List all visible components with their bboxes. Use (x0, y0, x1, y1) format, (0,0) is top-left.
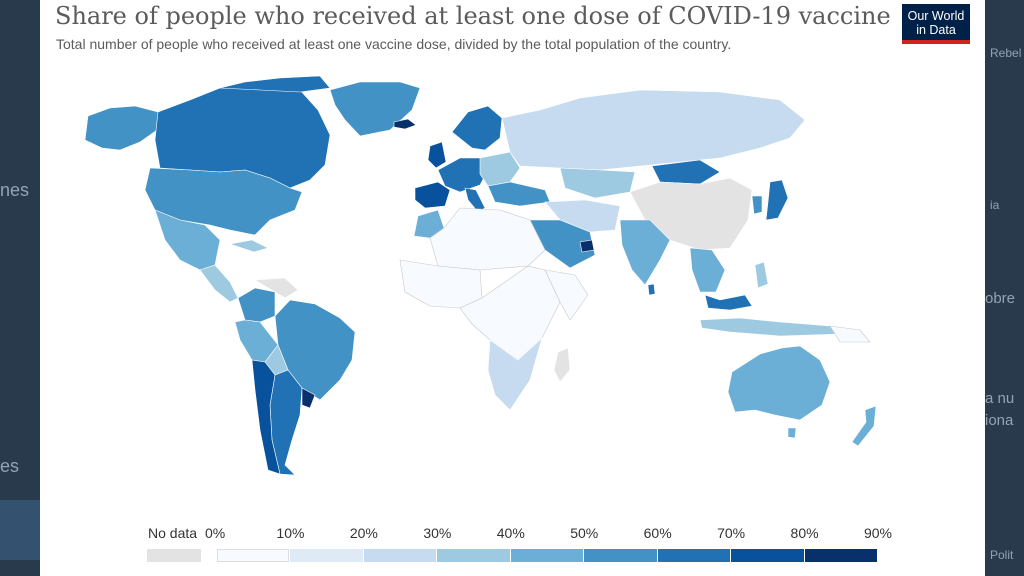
legend-threshold-label: 10% (276, 525, 305, 541)
region-papua-new-guinea[interactable] (829, 325, 871, 343)
region-australia[interactable] (727, 345, 831, 421)
region-uk-ireland[interactable] (427, 141, 447, 169)
region-north-africa[interactable] (429, 207, 546, 271)
background-text: ia (990, 198, 1000, 212)
region-uae[interactable] (579, 239, 595, 253)
background-panel (0, 500, 40, 560)
legend-threshold-label: 40% (496, 525, 525, 541)
region-japan[interactable] (765, 179, 789, 221)
legend-swatch[interactable] (217, 549, 290, 562)
region-venezuela[interactable] (254, 277, 299, 299)
logo-text-line2: in Data (916, 23, 956, 37)
region-alaska[interactable] (84, 105, 161, 151)
background-page-left: nes es (0, 0, 40, 576)
region-iceland[interactable] (393, 118, 417, 130)
legend-swatch[interactable] (437, 549, 510, 562)
region-korea[interactable] (751, 195, 763, 215)
region-central-africa[interactable] (459, 265, 561, 361)
region-russia[interactable] (501, 89, 806, 171)
background-text: a nu (985, 390, 1015, 407)
legend-threshold-label: 0% (205, 525, 226, 541)
legend-swatch[interactable] (510, 549, 584, 562)
region-indonesia[interactable] (699, 317, 841, 337)
region-new-zealand[interactable] (851, 405, 877, 447)
legend-no-data-label: No data (148, 525, 198, 541)
owid-logo[interactable]: Our World in Data (902, 4, 970, 44)
background-text: iona (985, 412, 1014, 429)
logo-text-line1: Our World (907, 9, 965, 23)
background-text: nes (0, 180, 30, 200)
chart-subtitle: Total number of people who received at l… (56, 36, 732, 52)
map-card: Share of people who received at least on… (40, 0, 985, 576)
map-legend: No data 0% 10% 20% 30% 40% 50% 60% 70% 80% 90% (40, 525, 985, 565)
region-canada-arctic[interactable] (219, 75, 331, 93)
region-malaysia[interactable] (704, 294, 753, 311)
legend-threshold-label: 20% (349, 525, 378, 541)
legend-swatch[interactable] (804, 549, 877, 562)
legend-threshold-label: 90% (863, 525, 893, 541)
legend-swatch[interactable] (363, 549, 437, 562)
legend-threshold-label: 30% (423, 525, 452, 541)
legend-threshold-label: 80% (790, 525, 819, 541)
logo-accent-bar (902, 40, 970, 44)
region-central-america[interactable] (199, 264, 239, 303)
legend-swatch[interactable] (657, 549, 731, 562)
background-text: obre (985, 290, 1016, 307)
region-caribbean[interactable] (229, 239, 269, 253)
region-southeast-asia[interactable] (689, 247, 726, 293)
region-east-africa[interactable] (544, 269, 589, 321)
region-madagascar[interactable] (553, 347, 571, 383)
region-philippines[interactable] (754, 261, 769, 289)
region-tasmania[interactable] (787, 427, 797, 439)
background-page-right: Rebel ia obre a nu iona Polit (985, 0, 1024, 576)
world-map (84, 75, 877, 476)
region-chile[interactable] (251, 359, 281, 475)
background-text: Rebel (990, 46, 1022, 60)
region-balkans-turkey[interactable] (487, 181, 551, 207)
region-iberia[interactable] (414, 181, 451, 209)
region-sri-lanka[interactable] (647, 283, 656, 296)
legend-no-data-swatch (147, 549, 201, 562)
region-uruguay[interactable] (301, 387, 316, 409)
legend-swatch[interactable] (290, 549, 363, 562)
region-colombia[interactable] (237, 287, 276, 323)
region-southern-africa[interactable] (487, 337, 543, 411)
legend-threshold-label: 60% (643, 525, 672, 541)
background-text: es (0, 456, 20, 476)
region-mongolia[interactable] (651, 159, 721, 185)
legend-threshold-label: 50% (570, 525, 599, 541)
legend-swatch[interactable] (584, 549, 657, 562)
region-scandinavia[interactable] (451, 105, 503, 151)
chart-title: Share of people who received at least on… (55, 2, 891, 30)
legend-threshold-label: 70% (717, 525, 746, 541)
background-text: Polit (990, 548, 1014, 562)
legend-swatch[interactable] (731, 549, 804, 562)
region-india[interactable] (619, 219, 671, 286)
region-kazakhstan[interactable] (559, 167, 636, 199)
